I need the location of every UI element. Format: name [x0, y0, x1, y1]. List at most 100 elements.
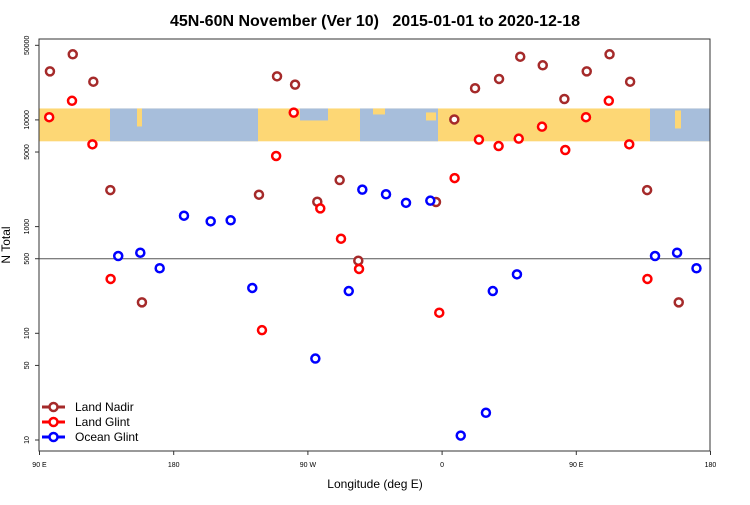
legend-label-land-nadir: Land Nadir — [75, 400, 134, 414]
point-land-nadir — [604, 49, 615, 60]
point-land-glint — [66, 95, 78, 107]
point-ocean-glint — [357, 184, 368, 195]
point-land-nadir — [469, 82, 481, 94]
point-land-nadir — [673, 297, 684, 308]
point-land-glint — [87, 139, 98, 150]
x-tick-label: 90 E — [569, 462, 584, 469]
legend: Land Nadir Land Glint Ocean Glint — [42, 400, 139, 444]
point-land-nadir — [581, 66, 592, 77]
map-band — [39, 108, 710, 142]
point-ocean-glint — [112, 250, 124, 262]
x-tick-label: 0 — [440, 462, 444, 469]
x-tick-label: 180 — [168, 462, 180, 469]
point-land-glint — [315, 203, 326, 214]
point-ocean-glint — [511, 269, 523, 280]
legend-marker-ocean-glint — [48, 431, 59, 443]
point-ocean-glint — [343, 285, 355, 297]
y-tick-label: 5000 — [24, 144, 31, 160]
point-land-glint — [536, 121, 548, 132]
point-land-nadir — [537, 60, 548, 71]
legend-item-land-glint: Land Glint — [42, 415, 130, 429]
point-ocean-glint — [205, 216, 216, 227]
point-ocean-glint — [400, 197, 412, 209]
point-ocean-glint — [487, 285, 499, 297]
y-tick-label: 100 — [24, 327, 31, 339]
point-land-glint — [105, 273, 116, 285]
legend-item-ocean-glint: Ocean Glint — [42, 430, 139, 444]
greenland — [373, 108, 385, 115]
y-tick-label: 10000 — [24, 110, 31, 130]
x-tick-label: 180 — [705, 462, 717, 469]
point-land-glint — [288, 107, 299, 118]
point-land-glint — [473, 134, 485, 145]
point-land-glint — [560, 144, 571, 156]
y-tick-label: 50 — [24, 361, 31, 369]
y-axis-label: N Total — [0, 226, 13, 263]
point-land-nadir — [271, 71, 283, 82]
x-axis: 90 E 180 90 W 0 90 E 180 — [32, 451, 716, 469]
point-land-glint — [434, 307, 445, 318]
ocean-strip — [110, 108, 258, 142]
x-axis-label: Longitude (deg E) — [327, 477, 422, 491]
point-ocean-glint — [247, 282, 258, 294]
point-land-nadir — [493, 73, 505, 85]
point-land-nadir — [44, 66, 56, 77]
point-land-glint — [43, 111, 55, 123]
point-ocean-glint — [480, 407, 492, 419]
point-land-glint — [335, 233, 347, 244]
point-land-glint — [493, 140, 504, 152]
legend-label-ocean-glint: Ocean Glint — [75, 430, 139, 444]
point-ocean-glint — [671, 247, 683, 258]
x-tick-label: 90 W — [300, 462, 317, 469]
point-land-glint — [642, 273, 653, 285]
legend-marker-land-nadir — [48, 401, 59, 413]
legend-marker-land-glint — [48, 416, 59, 428]
point-ocean-glint — [154, 263, 165, 274]
point-land-glint — [623, 139, 635, 150]
point-ocean-glint — [178, 210, 190, 221]
point-land-nadir — [289, 79, 301, 90]
point-land-nadir — [67, 49, 79, 60]
point-land-glint — [353, 263, 365, 275]
point-ocean-glint — [380, 188, 392, 200]
point-land-nadir — [353, 255, 364, 266]
point-land-glint — [513, 133, 524, 144]
point-land-glint — [256, 324, 268, 336]
point-land-glint — [603, 95, 615, 107]
point-ocean-glint — [425, 195, 436, 206]
x-tick-label: 90 E — [32, 462, 47, 469]
british-isles — [426, 112, 436, 121]
point-land-nadir — [559, 93, 570, 105]
legend-item-land-nadir: Land Nadir — [42, 400, 134, 414]
kamchatka — [137, 108, 142, 127]
point-ocean-glint — [691, 263, 702, 274]
y-tick-label: 1000 — [24, 219, 31, 235]
kamchatka — [675, 110, 681, 129]
hudson-bay — [300, 108, 328, 121]
chart-title: 45N-60N November (Ver 10) 2015-01-01 to … — [170, 13, 580, 30]
point-land-glint — [270, 150, 282, 162]
y-tick-label: 10 — [24, 436, 31, 444]
point-ocean-glint — [455, 430, 466, 441]
point-land-nadir — [253, 189, 265, 200]
point-land-glint — [449, 172, 460, 184]
point-ocean-glint — [225, 215, 236, 226]
y-tick-label: 50000 — [24, 35, 31, 55]
point-land-nadir — [105, 184, 116, 196]
y-axis: 10 50 100 500 1000 5000 10000 50000 — [24, 35, 39, 444]
y-tick-label: 500 — [24, 253, 31, 265]
point-ocean-glint — [649, 250, 661, 262]
point-land-nadir — [641, 184, 653, 196]
point-land-nadir — [514, 51, 526, 62]
point-land-nadir — [624, 76, 636, 87]
point-ocean-glint — [135, 247, 146, 258]
plot-frame — [38, 38, 711, 452]
point-land-glint — [580, 111, 592, 123]
point-land-nadir — [334, 174, 345, 186]
point-land-nadir — [88, 76, 99, 87]
point-land-nadir — [136, 297, 148, 308]
legend-label-land-glint: Land Glint — [75, 415, 130, 429]
data-points — [43, 49, 702, 441]
point-ocean-glint — [310, 353, 321, 364]
